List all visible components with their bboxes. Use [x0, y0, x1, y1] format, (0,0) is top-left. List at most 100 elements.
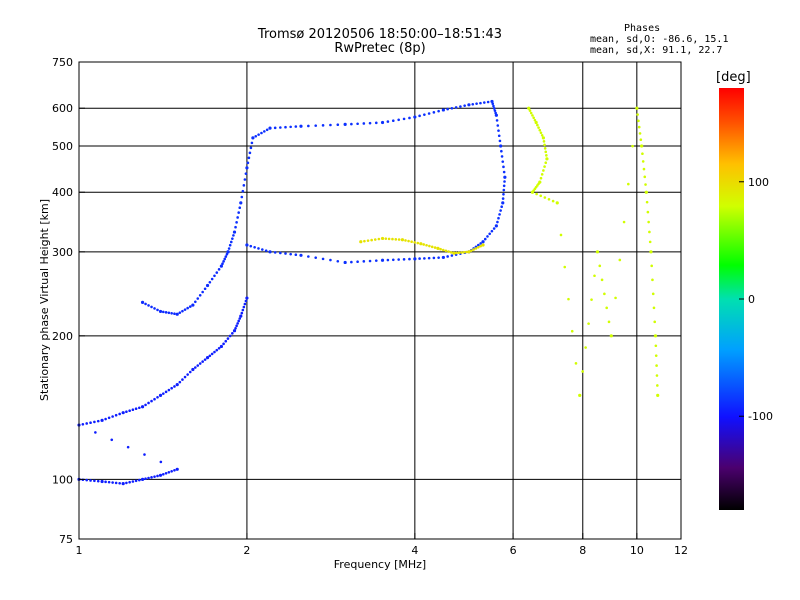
data-point — [196, 364, 200, 367]
data-point — [544, 161, 548, 164]
data-point — [237, 211, 240, 214]
data-point — [492, 227, 496, 230]
data-point — [205, 356, 210, 360]
data-point — [641, 152, 644, 155]
data-point — [486, 100, 490, 104]
data-point — [653, 320, 657, 324]
data-point — [642, 167, 646, 171]
data-point — [537, 126, 540, 129]
data-point — [118, 412, 121, 416]
data-point — [499, 144, 503, 148]
data-point — [640, 144, 644, 148]
data-point — [215, 348, 219, 352]
data-point — [384, 237, 388, 240]
data-point — [394, 238, 398, 241]
data-point — [450, 254, 454, 257]
data-point — [418, 257, 421, 260]
data-point — [653, 334, 658, 338]
data-point — [545, 154, 548, 157]
data-point — [236, 322, 239, 325]
data-point — [483, 237, 487, 241]
data-point — [213, 350, 216, 354]
data-point — [581, 370, 584, 373]
data-point — [651, 278, 654, 282]
data-point — [167, 388, 171, 392]
data-point — [81, 422, 85, 426]
data-point — [494, 113, 498, 117]
data-point — [223, 257, 227, 261]
data-point — [574, 362, 578, 365]
data-point — [273, 126, 277, 130]
phases-x-mode: mean, sd,X: 91.1, 22.7 — [590, 45, 723, 56]
data-point — [402, 258, 406, 261]
data-point — [167, 470, 171, 474]
data-point — [240, 195, 244, 199]
data-point — [497, 216, 500, 220]
data-point — [299, 124, 303, 128]
data-point — [497, 134, 501, 138]
data-point — [374, 121, 378, 125]
data-point — [167, 311, 171, 315]
data-point — [231, 332, 234, 335]
data-point — [213, 274, 216, 278]
x-tick-label: 12 — [674, 544, 688, 557]
data-point — [368, 259, 372, 263]
data-point — [635, 106, 639, 110]
data-point — [222, 260, 225, 263]
data-point — [257, 247, 260, 250]
data-point — [343, 122, 347, 126]
data-point — [147, 304, 150, 307]
data-point — [131, 408, 135, 412]
data-point — [532, 116, 535, 120]
data-point — [321, 257, 325, 261]
data-point — [170, 386, 173, 390]
data-point — [481, 240, 485, 244]
data-point — [368, 121, 372, 125]
y-tick-label: 200 — [52, 330, 73, 343]
data-point — [380, 120, 385, 125]
data-point — [128, 480, 131, 484]
data-point — [423, 113, 426, 116]
data-point — [587, 322, 590, 325]
data-point — [250, 141, 254, 145]
data-point — [134, 479, 138, 483]
data-point — [540, 173, 544, 176]
data-point — [544, 150, 548, 154]
data-point — [450, 106, 454, 110]
data-point — [289, 125, 292, 129]
data-point — [397, 118, 400, 122]
data-point — [492, 104, 495, 108]
data-point — [437, 256, 440, 259]
data-point — [408, 116, 411, 120]
data-point — [607, 320, 611, 324]
data-point — [503, 180, 506, 183]
data-point — [495, 119, 499, 122]
data-point — [486, 235, 489, 238]
data-point — [314, 256, 318, 259]
data-point — [380, 258, 385, 262]
data-point — [89, 421, 92, 424]
data-point — [111, 415, 114, 418]
data-point — [479, 101, 482, 105]
data-point — [164, 472, 168, 475]
chart-subtitle: RwPretec (8p) — [334, 41, 426, 56]
data-point — [498, 139, 502, 143]
data-point — [321, 124, 325, 127]
data-point — [433, 246, 437, 249]
data-point — [196, 297, 200, 300]
data-point — [648, 240, 652, 244]
data-point — [416, 241, 420, 245]
data-point — [609, 334, 613, 338]
data-point — [227, 247, 231, 250]
data-point — [413, 241, 416, 244]
data-point — [238, 206, 242, 210]
data-point — [93, 420, 96, 424]
data-point — [501, 160, 505, 163]
data-point — [563, 265, 567, 269]
x-tick-label: 6 — [510, 544, 517, 557]
data-point — [268, 250, 272, 254]
data-point — [471, 102, 475, 106]
data-point — [150, 476, 153, 479]
data-point — [264, 249, 268, 252]
data-point — [191, 303, 195, 307]
